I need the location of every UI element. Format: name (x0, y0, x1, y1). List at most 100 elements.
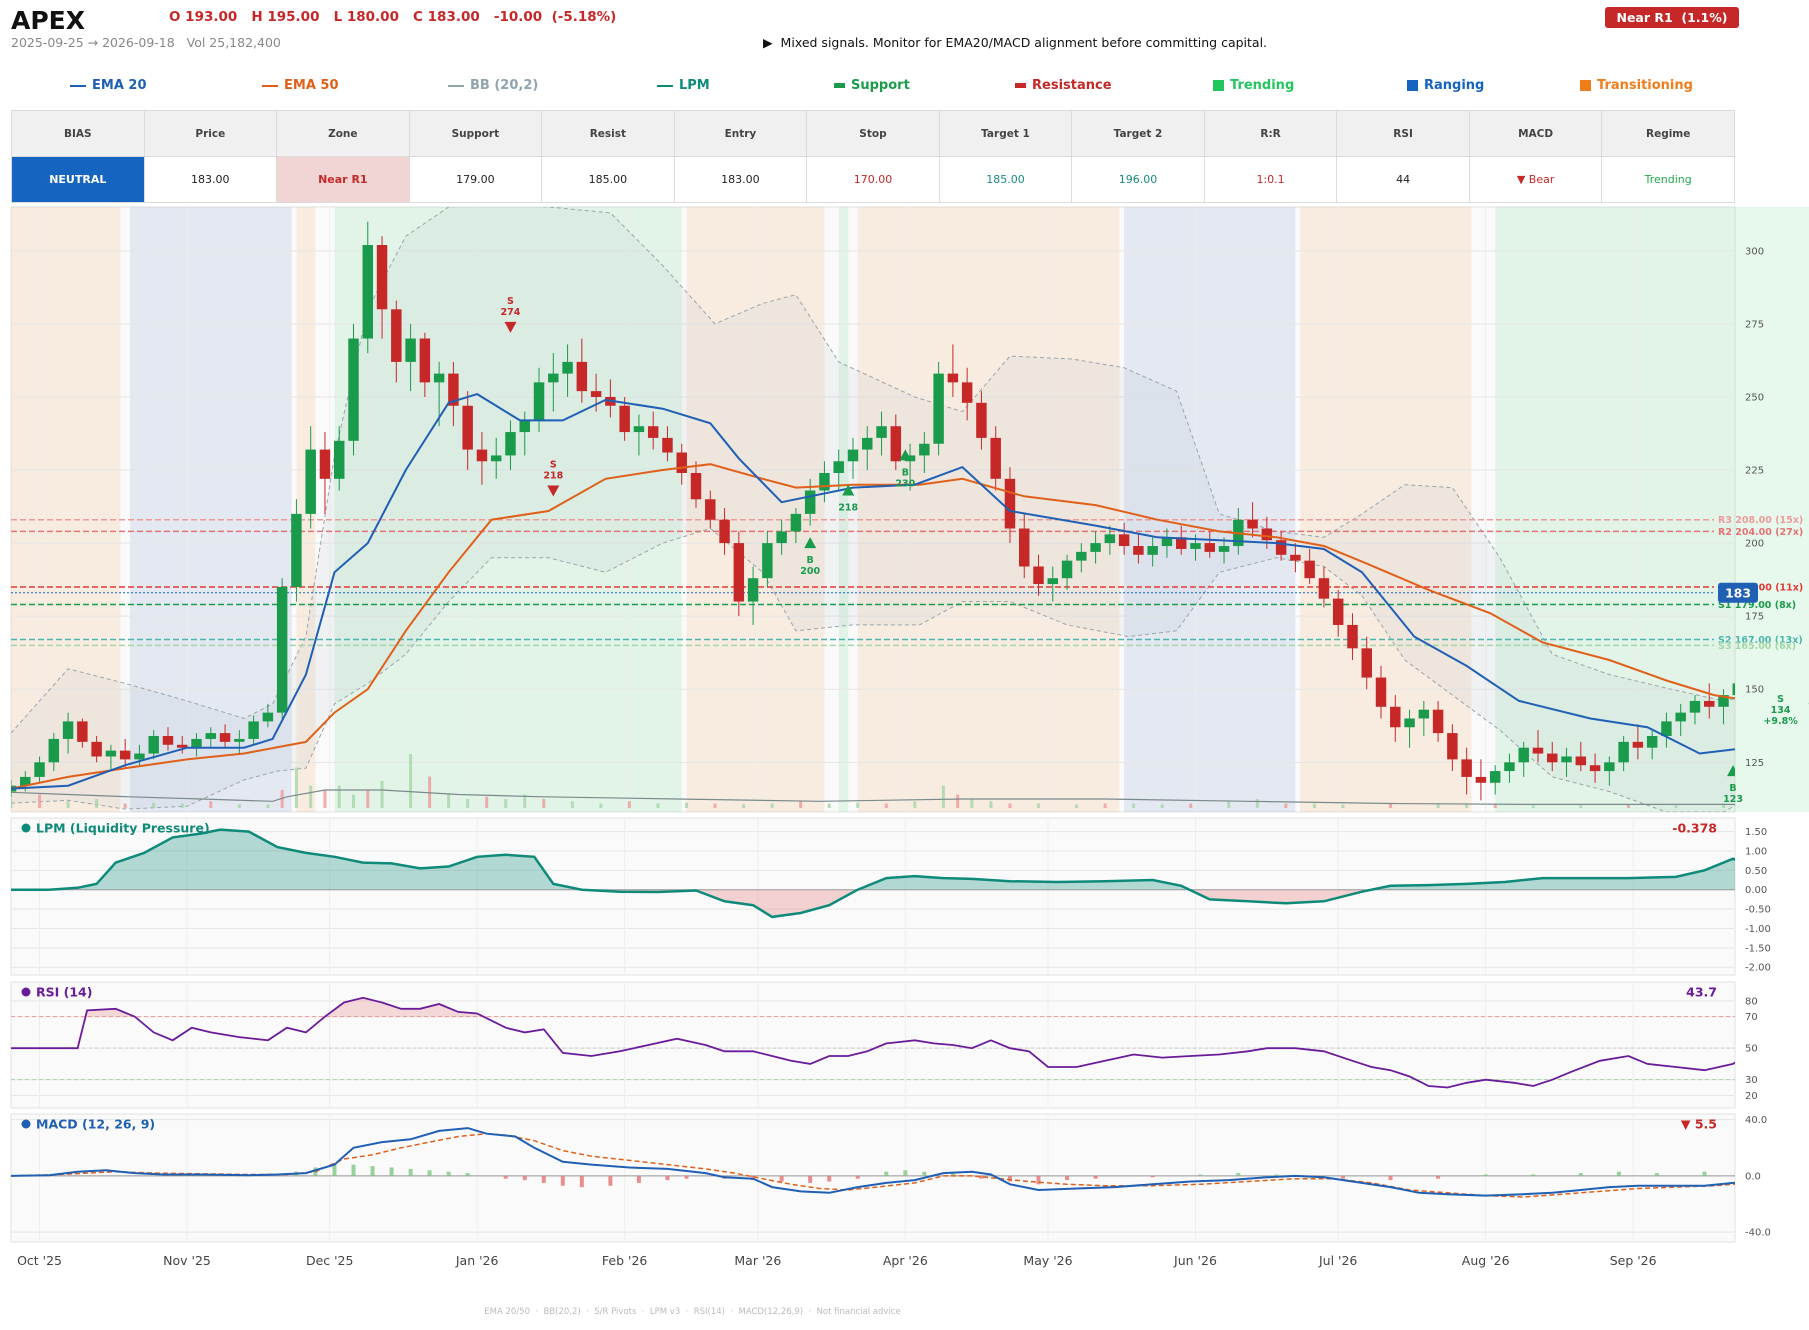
volume-bar (1103, 803, 1107, 808)
buy-signal-marker (1727, 765, 1735, 777)
volume-bar (1722, 803, 1726, 808)
signal-label: +14.8% (1808, 698, 1809, 709)
macd-histogram-bar (950, 1173, 955, 1176)
macd-histogram-bar (979, 1175, 984, 1179)
volume-bar (1132, 803, 1136, 808)
lpm-title-dot (21, 823, 31, 833)
candle-body (1332, 598, 1344, 625)
legend-label: EMA 50 (284, 78, 339, 93)
rsi-tick-label: 70 (1745, 1012, 1758, 1023)
candle-body (776, 531, 787, 544)
volume-bar (1160, 804, 1164, 808)
candle-body (819, 472, 830, 491)
volume-bar (11, 799, 13, 808)
cell-stop: 170.00 (806, 156, 940, 203)
volume-bar (409, 754, 413, 808)
volume-bar (1284, 803, 1288, 808)
sell-signal-marker (547, 485, 560, 497)
volume-bar (770, 803, 774, 808)
candle-body (1646, 736, 1658, 748)
cell-entry: 183.00 (673, 156, 808, 203)
legend-item-support: Support (834, 78, 910, 93)
cell-zone: Near R1 (276, 156, 410, 203)
macd-histogram-bar (560, 1175, 565, 1186)
chart-header: APEX O 193.00 H 195.00 L 180.00 C 183.00… (0, 0, 1809, 60)
signal-label: B (902, 467, 909, 478)
volume-bar (280, 790, 284, 808)
candle-body (719, 519, 730, 544)
col-header-bias: BIAS (11, 110, 145, 157)
macd-histogram-bar (608, 1175, 613, 1186)
candle-body (119, 750, 131, 760)
candle-body (1375, 677, 1387, 707)
col-header-macd: MACD (1468, 110, 1603, 157)
candle-body (1532, 747, 1544, 754)
macd-histogram-bar (1616, 1171, 1621, 1176)
volume-bar (570, 801, 574, 808)
volume-bar (684, 802, 688, 808)
candle-body (34, 762, 45, 777)
candle-body (976, 402, 987, 438)
macd-last-value: ▼ 5.5 (1681, 1117, 1717, 1132)
candle-body (448, 373, 459, 406)
legend-swatch (1015, 83, 1026, 88)
bb-band-fill (11, 207, 1735, 812)
x-tick-label: Sep '26 (1610, 1253, 1657, 1268)
candle-body (1432, 709, 1444, 734)
candle-body (847, 449, 859, 462)
macd-histogram-bar (1483, 1174, 1488, 1176)
volume-bar (209, 801, 213, 808)
candle-body (576, 361, 588, 392)
candle-body (862, 437, 873, 450)
macd-histogram-bar (408, 1168, 413, 1176)
regime-band-trending (838, 207, 849, 812)
volume-bar (504, 799, 508, 808)
volume-bar (1008, 803, 1012, 808)
macd-histogram-bar (370, 1166, 375, 1176)
volume-bar (366, 790, 370, 808)
legend-swatch (657, 84, 673, 87)
signal-label: 274 (501, 307, 521, 318)
candle-body (1689, 700, 1701, 713)
candle-body (505, 432, 516, 456)
candle-body (48, 738, 60, 763)
candle-body (1504, 762, 1515, 772)
volume-bar (913, 801, 917, 808)
candle-body (205, 733, 217, 739)
macd-histogram-bar (636, 1175, 641, 1183)
macd-tick-label: 0.0 (1745, 1171, 1761, 1182)
level-label: R1 185.00 (11x) (1718, 582, 1803, 593)
ohlc-readout: O 193.00 H 195.00 L 180.00 C 183.00 -10.… (169, 9, 617, 25)
volume-bar (337, 785, 341, 808)
candle-body (762, 543, 773, 579)
candle-body (676, 452, 687, 473)
x-tick-label: Jul '26 (1318, 1253, 1357, 1268)
candle-body (519, 420, 530, 433)
candle-body (248, 721, 259, 739)
lpm-tick-label: -2.00 (1745, 963, 1771, 974)
macd-histogram-bar (427, 1170, 432, 1176)
volume-bar (1436, 803, 1440, 808)
candle-body (1247, 519, 1258, 529)
macd-histogram-bar (1578, 1173, 1583, 1176)
legend-item-trending: Trending (1213, 78, 1294, 93)
volume-bar (856, 802, 860, 808)
cell-rsi: 44 (1336, 156, 1470, 203)
macd-plot-group (11, 1127, 1735, 1198)
candle-body (1304, 560, 1315, 579)
legend-label: Trending (1230, 78, 1295, 93)
volume-bar (1341, 804, 1345, 808)
candle-body (62, 721, 74, 739)
col-header-r-r: R:R (1203, 110, 1338, 157)
lpm-title: LPM (Liquidity Pressure) (36, 821, 210, 836)
candle-body (633, 426, 645, 433)
cell-support: 179.00 (408, 156, 543, 203)
candle-body (419, 338, 431, 383)
col-header-support: Support (408, 110, 543, 157)
price-panel-frame (10, 206, 1736, 813)
candle-body (490, 455, 502, 462)
macd-histogram-bar (684, 1175, 689, 1179)
candle-body (919, 443, 930, 456)
volume-bar (1227, 801, 1231, 808)
legend-label: EMA 20 (92, 78, 147, 93)
